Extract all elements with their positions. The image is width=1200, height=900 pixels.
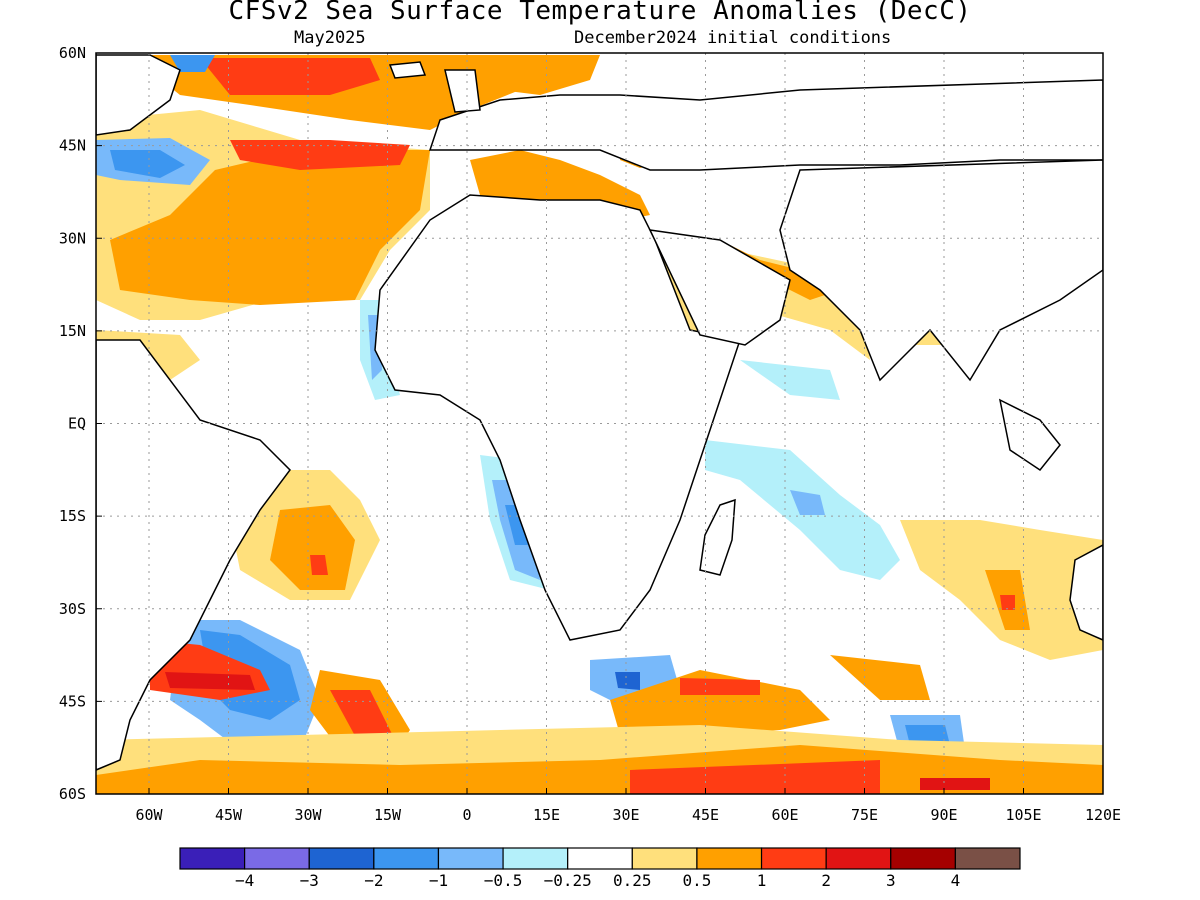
anomaly-region-mid-south-atlantic-strong [330,690,395,745]
y-tick-label: EQ [68,415,86,433]
y-tick-label: 60N [59,44,86,62]
landmass-australia [1069,544,1103,641]
anomaly-region-southern-ocean-east [920,778,990,790]
coastlines [96,54,1103,771]
initial-conditions-label: December2024 initial conditions [574,28,892,48]
landmass-madagascar [699,498,736,576]
x-tick-label: 105E [1005,806,1041,824]
y-tick-label: 45N [59,137,86,155]
anomaly-region-kerguelen-warm [830,655,930,700]
colorbar-swatch [308,847,375,870]
x-tick-label: 15W [374,806,402,824]
landmass-indonesia [998,398,1061,472]
valid-month-label: May2025 [294,28,366,48]
anomaly-region-labrador-cold [170,55,215,72]
colorbar-label: −1 [429,871,448,890]
colorbar-swatch [437,847,504,870]
landmass-iceland [388,61,427,79]
y-tick-label: 45S [59,692,86,710]
colorbar-label: 2 [821,871,831,890]
colorbar-label: 0.5 [682,871,711,890]
colorbar-label: −0.5 [484,871,523,890]
x-tick-label: 45E [692,806,719,824]
x-tick-label: 0 [462,806,471,824]
colorbar-label: 0.25 [613,871,652,890]
anomaly-field [96,55,1103,794]
colorbar-swatch [244,847,310,870]
anomaly-region-north-sea [500,55,600,95]
landmass-arabia [648,229,791,346]
anomaly-region-brazil-strong [310,555,328,575]
x-tick-label: 90E [930,806,957,824]
anomaly-region-southern-ocean-strong [630,760,880,794]
colorbar-label: −0.25 [544,871,592,890]
colorbar-label: 1 [757,871,767,890]
anomaly-region-na-warm [110,150,430,305]
anomaly-region-persian-gulf [730,245,840,300]
colorbar-swatch [567,847,633,870]
x-tick-label: 60E [771,806,798,824]
anomaly-region-cape-colder [615,672,640,690]
colorbar-labels: −4 −3 −2 −1 −0.5 −0.25 0.25 0.5 1 2 3 4 [235,871,960,890]
gridlines [96,53,1103,794]
colorbar-label: 4 [951,871,961,890]
colorbar-swatch [890,847,956,870]
y-axis-ticks: 60N 45N 30N 15N EQ 15S 30S 45S 60S [59,44,102,803]
colorbar-swatch [825,847,892,870]
landmass-british-isles [444,69,481,113]
landmass-north-america [96,54,181,136]
colorbar-label: 3 [886,871,896,890]
colorbar-label: −2 [364,871,383,890]
chart-title: CFSv2 Sea Surface Temperature Anomalies … [228,0,972,26]
x-tick-label: 60W [135,806,163,824]
y-tick-label: 60S [59,785,86,803]
colorbar-swatch [179,847,246,870]
anomaly-region-central-indian-cold [740,360,840,400]
anomaly-region-west-australia-strong [1000,595,1015,610]
anomaly-region-benguela-coldest [505,505,530,545]
colorbar-swatch [502,847,569,870]
y-tick-label: 15S [59,507,86,525]
colorbar-swatch [631,847,698,870]
anomaly-region-agulhas-strong [680,678,760,695]
colorbar-swatch [696,847,763,870]
x-tick-label: 120E [1085,806,1121,824]
landmass-europe [428,79,1103,171]
anomaly-region-na-band [230,140,410,170]
colorbar-swatch [760,847,827,870]
x-tick-label: 30W [294,806,322,824]
colorbar-swatch [954,847,1021,870]
colorbar-label: −3 [300,871,319,890]
anomaly-region-argentina-strong [165,672,255,690]
colorbar [179,847,1021,870]
x-tick-label: 15E [533,806,560,824]
anomaly-region-indian-cold-core [790,490,825,515]
anomaly-region-na-strong [200,58,380,95]
y-tick-label: 30S [59,600,86,618]
anomaly-region-agulhas-warm [610,670,830,735]
colorbar-label: −4 [235,871,254,890]
y-tick-label: 30N [59,229,86,247]
x-tick-label: 45W [215,806,243,824]
colorbar-swatch [373,847,440,870]
y-tick-label: 15N [59,322,86,340]
x-axis-ticks: 60W 45W 30W 15W 0 15E 30E 45E 60E 75E 90E 105E 120E [135,788,1121,824]
landmass-asia [779,159,1103,382]
anomaly-region-south-indian-colder [905,725,950,745]
anomaly-region-newfoundland-colder [110,150,185,178]
x-tick-label: 30E [612,806,639,824]
x-tick-label: 75E [851,806,878,824]
anomaly-region-brazil-warmer [270,505,355,590]
